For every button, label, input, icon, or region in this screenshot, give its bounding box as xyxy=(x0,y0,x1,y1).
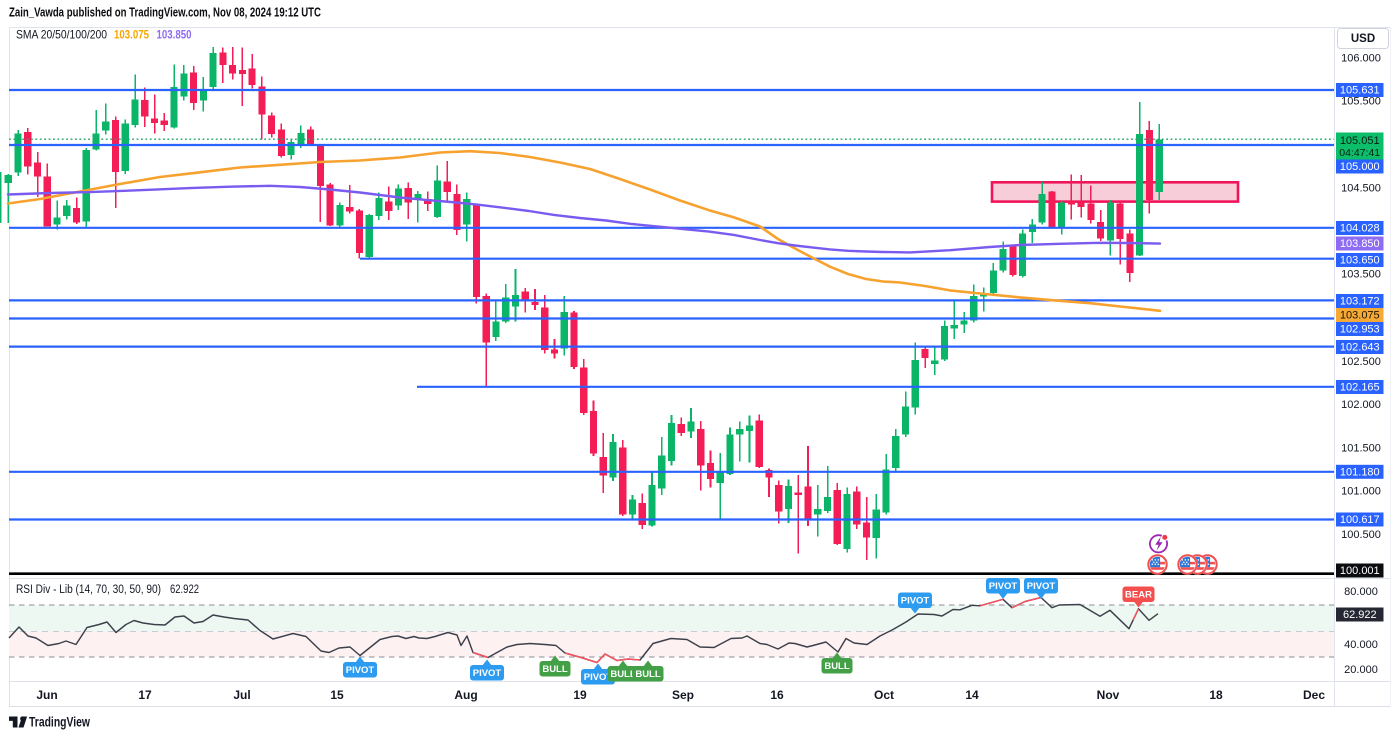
svg-text:Jun: Jun xyxy=(36,688,57,702)
svg-text:19: 19 xyxy=(573,688,587,702)
svg-text:PIVOT: PIVOT xyxy=(1027,581,1056,592)
svg-text:Aug: Aug xyxy=(454,688,477,702)
svg-text:104.028: 104.028 xyxy=(1340,223,1380,235)
svg-text:106.000: 106.000 xyxy=(1341,53,1381,65)
svg-text:20.000: 20.000 xyxy=(1344,664,1378,676)
svg-text:15: 15 xyxy=(330,688,344,702)
svg-text:103.075: 103.075 xyxy=(1340,310,1380,322)
svg-text:17: 17 xyxy=(138,688,152,702)
svg-text:103.075: 103.075 xyxy=(114,28,149,42)
svg-text:BULL: BULL xyxy=(635,669,661,680)
svg-text:62.922: 62.922 xyxy=(1343,609,1377,621)
svg-text:40.000: 40.000 xyxy=(1344,639,1378,651)
svg-text:105.500: 105.500 xyxy=(1341,96,1381,108)
svg-text:TradingView: TradingView xyxy=(29,714,90,730)
svg-text:PIVOT: PIVOT xyxy=(473,668,502,679)
svg-text:Dec: Dec xyxy=(1303,688,1325,702)
svg-text:101.500: 101.500 xyxy=(1341,443,1381,455)
svg-text:Sep: Sep xyxy=(672,688,694,702)
svg-text:PIVOT: PIVOT xyxy=(346,665,375,676)
svg-text:Jul: Jul xyxy=(233,688,250,702)
svg-text:100.500: 100.500 xyxy=(1341,529,1381,541)
svg-text:PIVOT: PIVOT xyxy=(989,581,1018,592)
svg-text:BULL: BULL xyxy=(542,664,568,675)
svg-text:103.650: 103.650 xyxy=(1340,255,1380,267)
svg-text:102.643: 102.643 xyxy=(1340,342,1380,354)
svg-text:103.850: 103.850 xyxy=(1340,238,1380,250)
svg-text:105.000: 105.000 xyxy=(1340,161,1380,173)
svg-text:105.051: 105.051 xyxy=(1340,135,1380,147)
svg-text:PIVOT: PIVOT xyxy=(584,672,613,683)
svg-text:SMA 20/50/100/200: SMA 20/50/100/200 xyxy=(16,28,107,42)
svg-text:102.165: 102.165 xyxy=(1340,382,1380,394)
svg-text:102.953: 102.953 xyxy=(1340,324,1380,336)
svg-text:103.850: 103.850 xyxy=(157,28,192,42)
svg-text:100.001: 100.001 xyxy=(1340,565,1380,577)
svg-text:04:47:41: 04:47:41 xyxy=(1339,147,1380,159)
svg-text:BULL: BULL xyxy=(610,669,636,680)
svg-text:RSI Div - Lib (14, 70, 30, 50,: RSI Div - Lib (14, 70, 30, 50, 90) xyxy=(16,584,161,596)
svg-text:16: 16 xyxy=(770,688,784,702)
svg-text:BEAR: BEAR xyxy=(1125,590,1152,601)
svg-text:Nov: Nov xyxy=(1097,688,1120,702)
svg-text:103.172: 103.172 xyxy=(1340,296,1380,308)
svg-text:BULL: BULL xyxy=(824,661,850,672)
svg-text:104.500: 104.500 xyxy=(1341,183,1381,195)
svg-text:101.000: 101.000 xyxy=(1341,486,1381,498)
svg-text:102.000: 102.000 xyxy=(1341,399,1381,411)
svg-text:80.000: 80.000 xyxy=(1344,586,1378,598)
svg-text:105.631: 105.631 xyxy=(1340,85,1380,97)
svg-text:Zain_Vawda published on Tradin: Zain_Vawda published on TradingView.com,… xyxy=(9,6,321,20)
svg-text:103.500: 103.500 xyxy=(1341,269,1381,281)
svg-text:14: 14 xyxy=(965,688,979,702)
svg-text:Oct: Oct xyxy=(874,688,894,702)
svg-text:102.500: 102.500 xyxy=(1341,356,1381,368)
svg-text:PIVOT: PIVOT xyxy=(901,596,930,607)
svg-text:18: 18 xyxy=(1209,688,1223,702)
svg-text:100.617: 100.617 xyxy=(1340,514,1380,526)
svg-text:101.180: 101.180 xyxy=(1340,467,1380,479)
svg-text:62.922: 62.922 xyxy=(170,584,199,596)
svg-text:USD: USD xyxy=(1351,33,1375,45)
